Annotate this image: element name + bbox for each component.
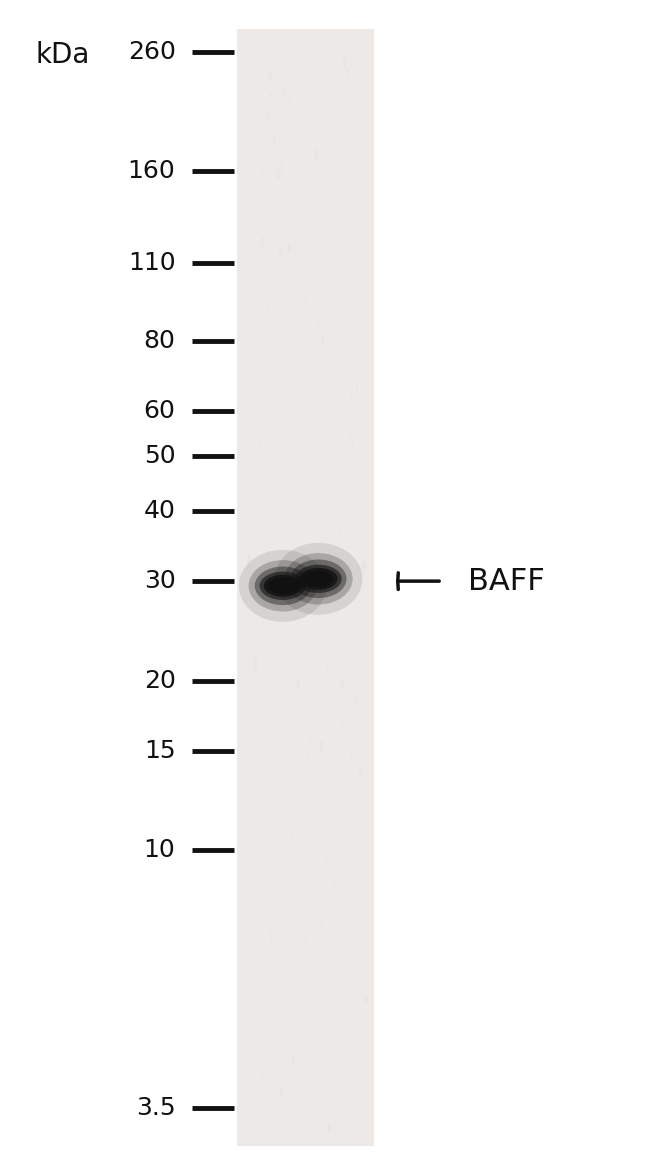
Ellipse shape [361,560,365,573]
Text: 3.5: 3.5 [136,1095,176,1120]
Text: 260: 260 [127,40,176,64]
Ellipse shape [248,178,249,182]
Bar [237,29,374,1146]
Ellipse shape [300,568,337,589]
Ellipse shape [365,995,367,1004]
Ellipse shape [264,575,302,596]
Text: 30: 30 [144,569,176,593]
Text: BAFF: BAFF [468,567,545,596]
Text: 20: 20 [144,669,176,692]
Ellipse shape [304,295,306,300]
Ellipse shape [291,833,292,841]
Ellipse shape [287,242,291,255]
Ellipse shape [247,554,251,568]
Ellipse shape [304,570,333,587]
Ellipse shape [280,1086,283,1099]
Ellipse shape [275,621,276,624]
Text: 40: 40 [144,499,176,523]
Text: 80: 80 [144,328,176,353]
Ellipse shape [322,337,324,345]
Ellipse shape [239,549,326,622]
Ellipse shape [313,908,315,916]
Ellipse shape [328,1122,331,1134]
Ellipse shape [274,542,363,615]
Ellipse shape [259,572,306,600]
Ellipse shape [268,577,298,594]
Text: 50: 50 [144,444,176,468]
Text: kDa: kDa [36,41,90,69]
Ellipse shape [285,553,352,604]
Ellipse shape [354,117,356,122]
Ellipse shape [269,71,272,82]
Ellipse shape [320,740,323,752]
Text: 60: 60 [144,399,176,423]
Ellipse shape [295,565,342,593]
Text: 10: 10 [144,838,176,863]
Ellipse shape [277,172,280,181]
Ellipse shape [291,560,346,599]
Text: 160: 160 [128,159,176,182]
Text: 110: 110 [128,250,176,275]
Ellipse shape [255,567,311,606]
Text: 15: 15 [144,739,176,763]
Ellipse shape [248,560,317,611]
